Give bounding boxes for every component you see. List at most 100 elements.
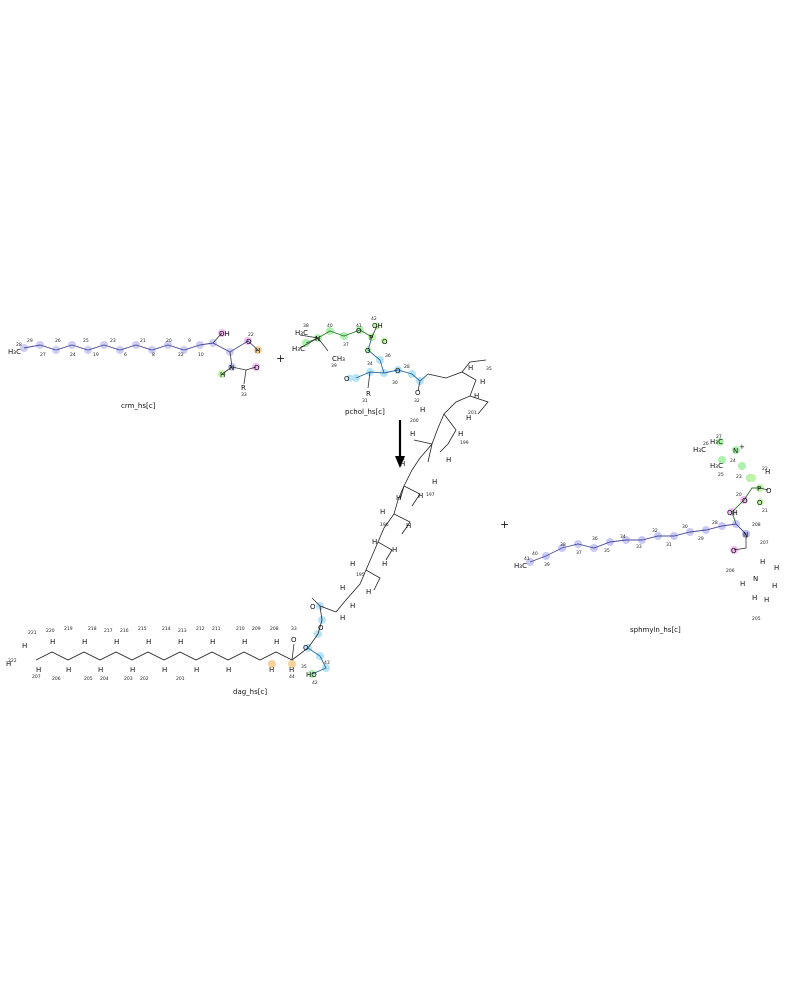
h-label: H: [210, 638, 215, 646]
h-label: H: [474, 392, 479, 400]
sphmyln-index: 29: [698, 536, 704, 542]
sphmyln-h3c-label: H₃C: [514, 562, 527, 570]
h-label: H: [22, 642, 27, 650]
crm-chain-bonds: [23, 340, 259, 353]
h-label: H: [366, 588, 371, 596]
h-label: H: [432, 478, 437, 486]
sphmyln-index: 35: [604, 548, 610, 554]
crm-n-label: N: [229, 364, 234, 372]
dag-index: 205: [84, 676, 93, 682]
sphmyln-amide-bonds: [733, 534, 747, 551]
sphmyln-index: 21: [762, 508, 768, 514]
pchol-name: pchol_hs[c]: [345, 408, 385, 416]
pchol-r-bond: [367, 371, 371, 389]
pchol-ester-bonds: [383, 369, 429, 382]
h-label: H: [350, 560, 355, 568]
pchol-po-bonds: [371, 325, 378, 338]
crm-carbonyl-highlight: [252, 363, 260, 371]
sphmyln-po-label: O: [766, 487, 772, 495]
crm-index: 20: [166, 338, 172, 344]
h-label: H: [194, 666, 199, 674]
crm-index: 21: [140, 338, 146, 344]
pchol-acyl-hydrogens: H H H H H H H H H H H H H H H H H H H H …: [340, 364, 485, 622]
sphmyln-h3c-top-label: H₃C: [710, 438, 723, 446]
sphmyln-index: 40: [532, 551, 538, 557]
sphmyln-index: 26: [703, 441, 709, 447]
pchol-index: 37: [343, 342, 349, 348]
pchol-index: 35: [486, 366, 492, 372]
h-label: H: [396, 494, 401, 502]
dag-ester-bonds: [311, 597, 321, 607]
pchol-glycerol-highlight: [346, 356, 424, 385]
molecule-pchol: H₃C N H₃C CH₃ O P OH O O O R O O 38 42 4…: [292, 316, 429, 416]
crm-index: 26: [55, 338, 61, 344]
dag-index: 221: [28, 630, 37, 636]
h-label: H: [178, 638, 183, 646]
dag-ester-o-label: O: [303, 644, 309, 652]
pchol-n-label: N: [315, 335, 320, 343]
pchol-o-label: O: [356, 327, 362, 335]
dag-index: 44: [289, 674, 295, 680]
h-label: H: [382, 560, 387, 568]
pchol-index: 30: [392, 380, 398, 386]
crm-index: 9: [188, 338, 191, 344]
h-label: H: [392, 546, 397, 554]
h-label: H: [130, 666, 135, 674]
crm-index: 23: [110, 338, 116, 344]
sphmyln-h2-label: H: [774, 564, 779, 572]
crm-index: 27: [40, 352, 46, 358]
dag-index: 222: [8, 658, 17, 664]
pchol-o2-label: O: [395, 367, 401, 375]
h-label: H: [420, 406, 425, 414]
dag-index: 216: [120, 628, 129, 634]
pchol-po-label: O: [382, 338, 388, 346]
crm-r-bond: [243, 369, 247, 385]
dag-index: 212: [196, 626, 205, 632]
pchol-index: 36: [385, 353, 391, 359]
sphmyln-index: 20: [736, 492, 742, 498]
dag-o2-label: O: [310, 603, 316, 611]
pchol-r-label: R: [366, 390, 371, 398]
h-label: H: [458, 430, 463, 438]
h-label: H: [446, 456, 451, 464]
pchol-index: 195: [356, 572, 365, 578]
pchol-oh-label: OH: [372, 322, 383, 330]
h-label: H: [410, 430, 415, 438]
dag-index: 219: [64, 626, 73, 632]
sphmyln-index: 23: [736, 474, 742, 480]
dag-index: 217: [104, 628, 113, 634]
sphmyln-index: 205: [752, 616, 761, 622]
sphmyln-index: 38: [560, 542, 566, 548]
sphmyln-index: 37: [576, 550, 582, 556]
sphmyln-index: 24: [730, 458, 736, 464]
crm-index: 22: [248, 332, 254, 338]
dag-index: 203: [124, 676, 133, 682]
sphmyln-plus-label: +: [739, 443, 745, 451]
sphmyln-n-label: N: [743, 531, 748, 539]
sphmyln-h5-label: H: [752, 594, 757, 602]
sphmyln-index: 206: [726, 568, 735, 574]
dag-carbonyl-bond: [291, 643, 295, 661]
dag-index: 220: [46, 628, 55, 634]
crm-o-label: O: [246, 338, 252, 346]
dag-index: 201: [176, 676, 185, 682]
pchol-index: 32: [414, 398, 420, 404]
pchol-index: 201: [468, 410, 477, 416]
crm-index: 29: [27, 338, 33, 344]
crm-nh-label: H: [220, 371, 225, 379]
h-label: H: [242, 638, 247, 646]
dag-index: 209: [252, 626, 261, 632]
sphmyln-po2-label: O: [757, 499, 763, 507]
dag-index: 204: [100, 676, 109, 682]
sphmyln-h3c-left-label: H₃C: [693, 446, 706, 454]
molecule-crm: H₃C OH O H N H O R 28 29 27 26 24 25 19 …: [8, 329, 262, 410]
dag-index: 213: [178, 628, 187, 634]
h-label: H: [98, 666, 103, 674]
pchol-nme-bonds: [299, 334, 320, 349]
crm-index: 6: [124, 352, 127, 358]
h-label: H: [468, 364, 473, 372]
h-label: H: [340, 584, 345, 592]
pchol-index: 39: [331, 363, 337, 369]
crm-h3c-label: H₃C: [8, 348, 21, 356]
dag-name: dag_hs[c]: [233, 688, 267, 696]
